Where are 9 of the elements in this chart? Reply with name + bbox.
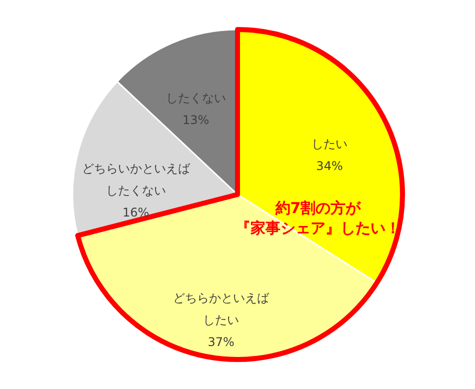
slice-label: したくない xyxy=(166,91,226,106)
slice-label: したい xyxy=(312,136,348,151)
slice-label: どちらいかといえばしたくない xyxy=(82,161,191,198)
data-label: 34% xyxy=(316,158,343,173)
data-label: 37% xyxy=(208,335,234,350)
slice-label: どちらかといえばしたい xyxy=(173,291,270,328)
text: 約7割の方が『家事シェア』したい！ xyxy=(236,199,400,237)
data-label: 13% xyxy=(182,113,210,128)
data-label: 16% xyxy=(122,205,150,220)
